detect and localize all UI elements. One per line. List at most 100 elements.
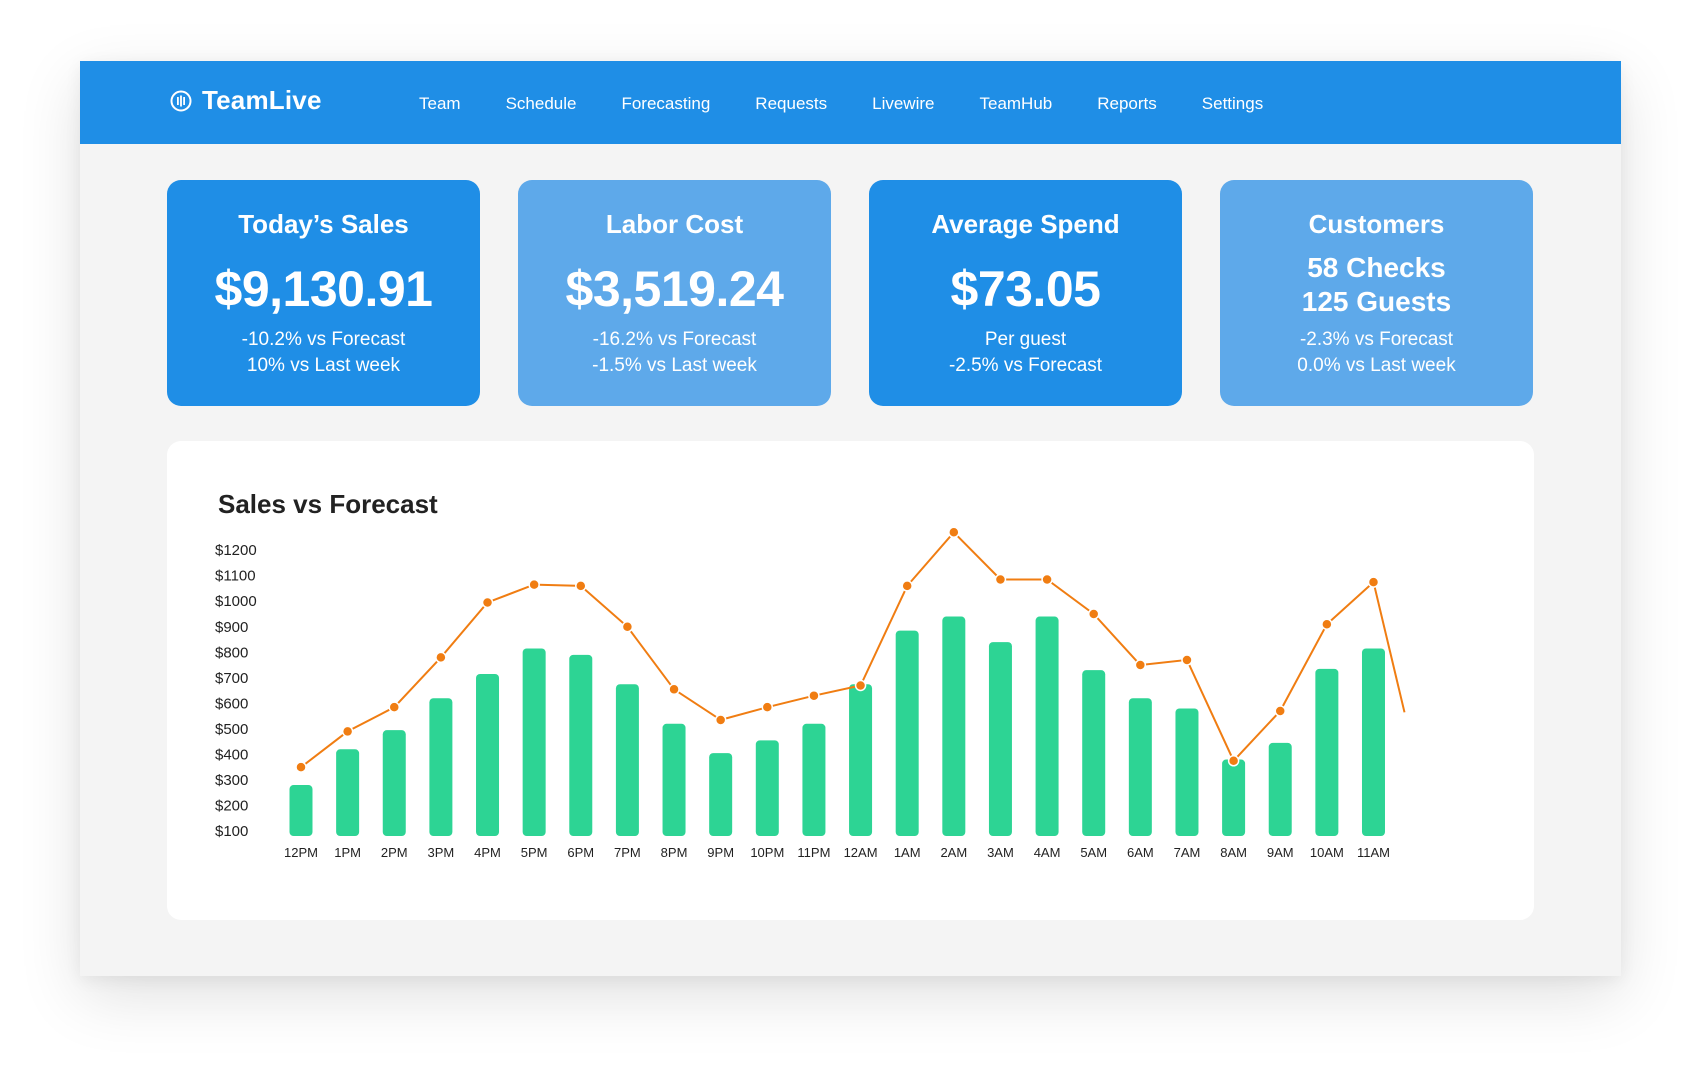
- nav-menu: Team Schedule Forecasting Requests Livew…: [419, 94, 1308, 114]
- bar: [1361, 648, 1385, 836]
- x-tick-label: 7PM: [614, 845, 641, 860]
- forecast-point: [1087, 608, 1100, 620]
- kpi-subtext-line: -2.5% vs Forecast: [948, 355, 1103, 376]
- kpi-title: Labor Cost: [605, 209, 744, 239]
- x-tick-label: 6AM: [1127, 845, 1154, 860]
- nav-item-settings[interactable]: Settings: [1201, 94, 1264, 113]
- kpi-card-labor-cost[interactable]: Labor Cost $3,519.24 -16.2% vs Forecast …: [518, 180, 831, 406]
- y-tick-label: $700: [215, 670, 248, 687]
- bar: [1175, 708, 1199, 836]
- line-series: [295, 526, 1406, 773]
- x-tick-label: 1AM: [894, 845, 921, 860]
- bar: [988, 642, 1012, 836]
- bar: [1222, 759, 1246, 836]
- bar: [709, 753, 733, 836]
- nav-item-forecasting[interactable]: Forecasting: [621, 94, 711, 113]
- y-tick-label: $500: [215, 721, 248, 738]
- bar: [849, 684, 873, 836]
- kpi-subtext: -2.3% vs Forecast 0.0% vs Last week: [1220, 327, 1533, 379]
- x-tick-label: 11AM: [1357, 845, 1390, 860]
- bar: [942, 616, 966, 836]
- kpi-subtext: Per guest -2.5% vs Forecast: [869, 327, 1182, 379]
- forecast-point: [1181, 654, 1193, 666]
- kpi-card-average-spend[interactable]: Average Spend $73.05 Per guest -2.5% vs …: [869, 180, 1182, 406]
- forecast-point: [714, 714, 727, 726]
- kpi-title: Today’s Sales: [238, 209, 409, 239]
- kpi-card-todays-sales[interactable]: Today’s Sales $9,130.91 -10.2% vs Foreca…: [167, 180, 480, 406]
- kpi-value-line: 58 Checks: [1307, 252, 1446, 283]
- kpi-value: 58 Checks 125 Guests: [1220, 251, 1533, 319]
- bar: [755, 740, 779, 836]
- forecast-point: [1321, 618, 1333, 630]
- nav-item-team[interactable]: Team: [419, 94, 461, 113]
- brand-logo[interactable]: TeamLive: [170, 85, 322, 116]
- bar: [615, 684, 639, 836]
- nav-item-reports[interactable]: Reports: [1097, 94, 1157, 113]
- forecast-point: [1274, 705, 1286, 717]
- kpi-value: $3,519.24: [565, 261, 784, 317]
- x-tick-label: 11PM: [797, 845, 830, 860]
- x-tick-label: 12AM: [844, 845, 878, 860]
- forecast-point: [528, 578, 540, 591]
- x-tick-label: 1PM: [334, 845, 361, 860]
- x-tick-label: 7AM: [1174, 845, 1201, 860]
- kpi-value: $9,130.91: [214, 261, 433, 317]
- kpi-value-line: 125 Guests: [1301, 286, 1452, 317]
- top-navbar: TeamLive Team Schedule Forecasting Reque…: [80, 61, 1621, 144]
- forecast-point: [1041, 573, 1053, 586]
- sales-forecast-chart-card: Sales vs Forecast $1200 $1100 $1000 $900 $80…: [167, 441, 1534, 920]
- kpi-subtext-line: -2.3% vs Forecast: [1299, 329, 1454, 350]
- forecast-point: [341, 725, 354, 738]
- bar: [1268, 742, 1292, 836]
- y-tick-label: $1000: [215, 593, 257, 610]
- chart-title: Sales vs Forecast: [218, 489, 438, 519]
- y-tick-label: $300: [215, 772, 248, 789]
- y-tick-label: $100: [215, 823, 248, 840]
- forecast-point: [1367, 576, 1380, 588]
- kpi-subtext-line: -10.2% vs Forecast: [241, 329, 406, 350]
- x-tick-label: 8PM: [661, 845, 688, 860]
- forecast-point: [668, 683, 680, 696]
- forecast-point: [854, 679, 867, 692]
- x-tick-label: 5PM: [521, 845, 548, 860]
- x-tick-label: 10PM: [750, 845, 784, 860]
- nav-item-teamhub[interactable]: TeamHub: [979, 94, 1053, 113]
- forecast-point: [575, 580, 587, 592]
- forecast-point: [1227, 755, 1240, 767]
- bar: [1128, 698, 1152, 836]
- bar: [476, 673, 500, 836]
- bar: [1082, 670, 1106, 836]
- x-tick-label: 4AM: [1034, 845, 1061, 860]
- x-tick-label: 6PM: [567, 845, 594, 860]
- kpi-title: Customers: [1308, 209, 1445, 239]
- forecast-point: [621, 621, 634, 633]
- y-tick-label: $400: [215, 746, 248, 763]
- y-tick-label: $1100: [215, 568, 256, 585]
- kpi-subtext: -16.2% vs Forecast -1.5% vs Last week: [518, 327, 831, 379]
- kpi-subtext-line: 10% vs Last week: [246, 355, 401, 376]
- kpi-subtext-line: 0.0% vs Last week: [1297, 355, 1456, 376]
- brand-name: TeamLive: [202, 85, 322, 115]
- x-tick-label: 9AM: [1267, 845, 1294, 860]
- y-axis: $1200 $1100 $1000 $900 $800 $700 $600 $500 $400 $…: [215, 542, 257, 840]
- x-tick-label: 8AM: [1220, 845, 1247, 860]
- forecast-point: [1134, 659, 1147, 671]
- equalizer-circle-icon: [170, 90, 192, 111]
- forecast-point: [761, 701, 774, 713]
- y-tick-label: $200: [215, 797, 248, 814]
- nav-item-schedule[interactable]: Schedule: [505, 94, 577, 113]
- kpi-card-customers[interactable]: Customers 58 Checks 125 Guests -2.3% vs …: [1220, 180, 1533, 406]
- nav-item-requests[interactable]: Requests: [755, 94, 828, 113]
- x-tick-label: 2PM: [381, 845, 408, 860]
- x-tick-label: 10AM: [1310, 845, 1344, 860]
- y-tick-label: $600: [215, 695, 248, 712]
- forecast-point: [948, 526, 960, 539]
- nav-item-livewire[interactable]: Livewire: [872, 94, 935, 113]
- bar: [1035, 616, 1059, 836]
- x-tick-label: 2AM: [940, 845, 967, 860]
- kpi-subtext-line: Per guest: [984, 329, 1067, 350]
- kpi-title: Average Spend: [931, 209, 1120, 239]
- kpi-subtext-line: -1.5% vs Last week: [592, 355, 757, 376]
- bar: [289, 785, 313, 836]
- forecast-point: [388, 701, 401, 713]
